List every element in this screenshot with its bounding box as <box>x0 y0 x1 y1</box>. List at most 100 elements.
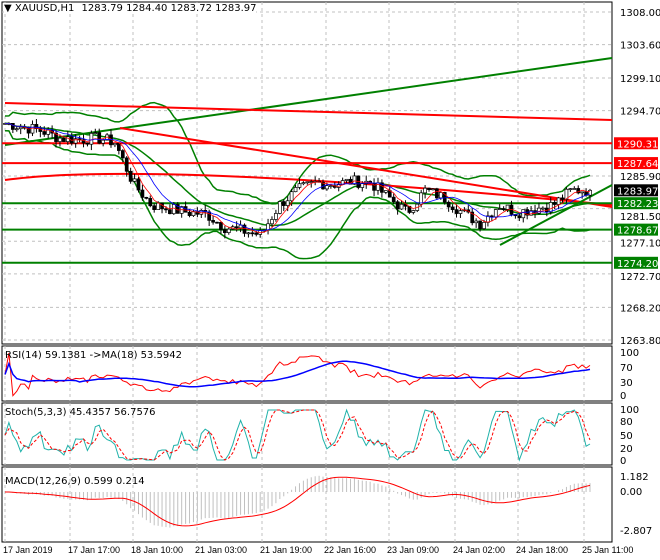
candle-body <box>226 228 231 233</box>
rsi-tick: 100 <box>620 348 639 359</box>
bollinger-upper <box>4 101 591 205</box>
candle-body <box>136 178 141 191</box>
candle-body <box>270 219 274 225</box>
level-label: 1282.23 <box>617 199 658 210</box>
candle-body <box>493 209 498 218</box>
candle-body <box>93 132 98 135</box>
candle-body <box>274 213 278 220</box>
candle-body <box>548 202 553 213</box>
bollinger-middle <box>5 122 591 227</box>
time-label: 17 Jan 2019 <box>3 545 53 555</box>
level-label: 1290.31 <box>617 139 658 150</box>
ohlc-values: 1283.79 1284.40 1283.72 1283.97 <box>81 3 257 14</box>
candle-body <box>219 222 223 230</box>
candle-body <box>505 204 510 210</box>
rsi-line <box>4 352 591 397</box>
candle-body <box>423 187 427 194</box>
pane-border-2 <box>1 402 613 466</box>
candle-body <box>521 209 526 219</box>
candle-body <box>120 150 125 159</box>
level-label-bg <box>614 197 658 210</box>
candle-body <box>164 208 168 211</box>
candle-body <box>580 191 584 194</box>
candle-body <box>560 197 565 200</box>
candle-body <box>246 232 251 235</box>
macd-tick: 1.182 <box>620 472 649 483</box>
trendline-red-curve <box>4 172 613 206</box>
price-tick: 1294.70 <box>620 107 660 118</box>
price-tick: 1299.10 <box>620 74 660 85</box>
candle-body <box>26 126 31 134</box>
candle-body <box>529 210 533 216</box>
price-tick: 1277.10 <box>620 239 660 250</box>
candle-body <box>360 183 365 188</box>
trendline-green-up <box>4 57 613 146</box>
price-tick: 1303.60 <box>620 41 660 52</box>
candle-body <box>380 182 384 193</box>
candle-body <box>489 215 494 218</box>
candle-body <box>101 139 106 144</box>
candle-body <box>446 201 451 208</box>
level-label-bg <box>614 223 658 236</box>
rsi-title: RSI(14) 59.1381 ->MA(18) 53.5942 <box>5 350 182 361</box>
candle-body <box>281 201 286 206</box>
candle-body <box>42 131 47 135</box>
candle-body <box>140 189 145 198</box>
chart-header: ▼ XAUUSD,H1 1283.79 1284.40 1283.72 1283… <box>4 3 257 14</box>
candle-body <box>266 223 270 231</box>
stoch-tick: 50 <box>620 431 633 442</box>
candle-body <box>85 142 90 145</box>
stoch-main-line <box>4 408 591 462</box>
candle-body <box>289 191 294 202</box>
candle-body <box>395 201 400 210</box>
candle-body <box>187 211 192 216</box>
stoch-tick: 80 <box>620 417 633 428</box>
candle-body <box>478 220 482 229</box>
rsi-ma-line <box>4 360 591 388</box>
time-label: 24 Jan 02:00 <box>453 545 505 555</box>
candle-body <box>113 143 117 146</box>
dropdown-arrow-icon[interactable]: ▼ <box>4 3 12 14</box>
candle-body <box>438 192 443 199</box>
candle-body <box>442 192 447 203</box>
candle-body <box>254 232 259 235</box>
candle-body <box>568 188 573 190</box>
bollinger-lower <box>4 130 591 260</box>
candle-body <box>234 226 239 229</box>
macd-signal-line <box>5 476 591 527</box>
candle-body <box>427 187 431 190</box>
candle-body <box>497 208 502 210</box>
candle-body <box>411 210 416 213</box>
pane-border-1 <box>1 345 613 402</box>
candle-body <box>46 129 51 135</box>
stoch-tick: 0 <box>620 456 626 467</box>
level-label: 1287.64 <box>617 159 658 170</box>
candle-body <box>391 196 396 203</box>
candle-body <box>285 200 290 206</box>
pane-border-3 <box>1 466 613 543</box>
candle-body <box>117 143 121 151</box>
candle-body <box>195 211 200 215</box>
candle-body <box>124 157 129 172</box>
price-tick: 1281.50 <box>620 212 660 223</box>
candle-body <box>552 202 557 205</box>
candle-body <box>309 181 314 183</box>
time-label: 24 Jan 18:00 <box>516 545 568 555</box>
candle-body <box>517 215 522 219</box>
candle-body <box>419 192 424 205</box>
ma-slow <box>5 123 591 231</box>
candle-body <box>81 139 86 144</box>
candle-body <box>242 224 247 234</box>
candle-body <box>11 123 15 130</box>
candle-body <box>277 201 282 214</box>
candle-body <box>435 188 439 199</box>
candle-body <box>18 126 23 130</box>
candle-body <box>128 170 133 182</box>
candle-body <box>62 137 66 142</box>
candle-body <box>352 175 357 185</box>
pane-border-0 <box>1 1 613 345</box>
candle-body <box>73 138 78 144</box>
candle-body <box>383 190 388 193</box>
